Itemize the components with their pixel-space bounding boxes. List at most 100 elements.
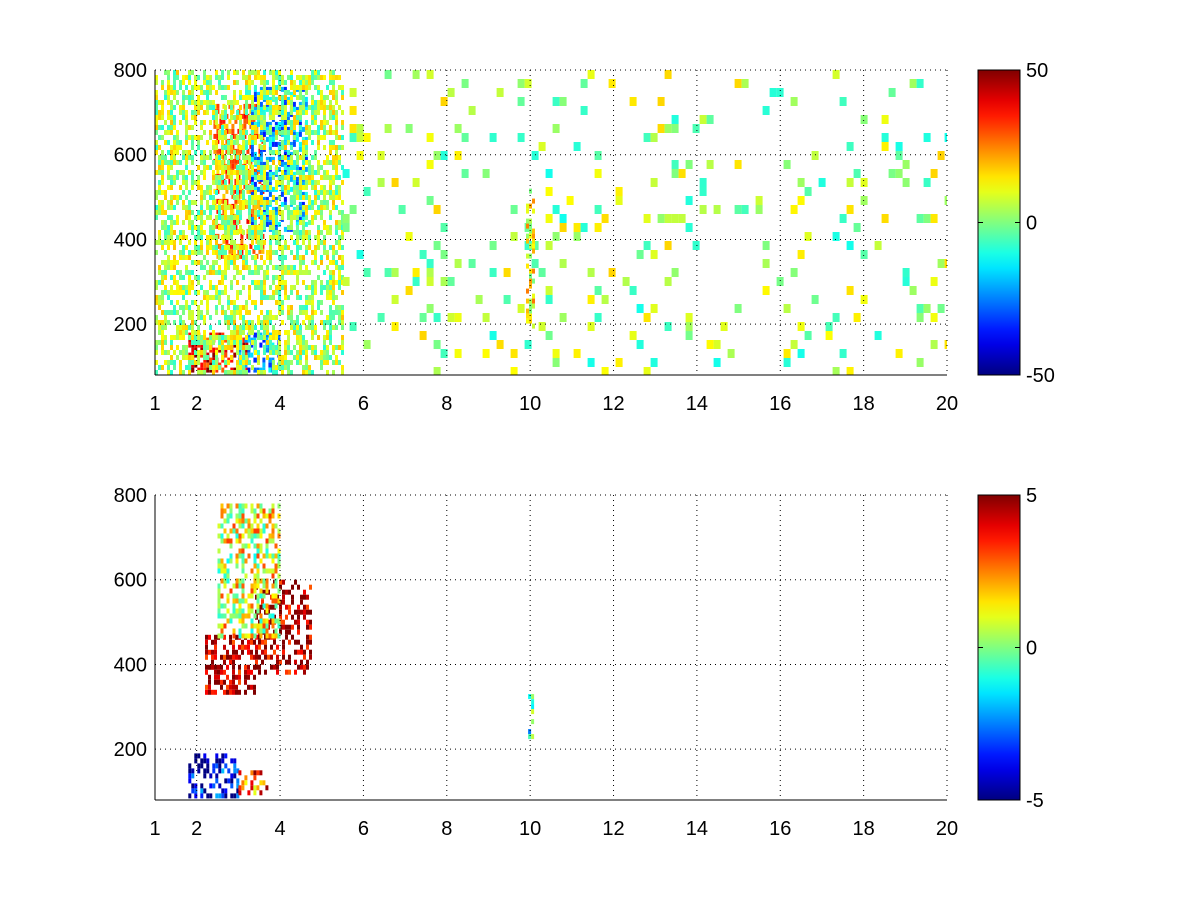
heatmap-cell bbox=[338, 255, 341, 260]
heatmap-cell bbox=[245, 265, 248, 270]
heatmap-cell bbox=[303, 604, 306, 610]
heatmap-cell bbox=[305, 130, 308, 135]
heatmap-cell bbox=[332, 285, 335, 290]
heatmap-cell bbox=[338, 275, 341, 280]
heatmap-cell bbox=[179, 105, 182, 110]
heatmap-cell bbox=[230, 235, 233, 240]
heatmap-cell bbox=[284, 355, 287, 360]
heatmap-cell bbox=[320, 205, 323, 210]
heatmap-cell bbox=[256, 770, 260, 776]
heatmap-cell bbox=[489, 331, 497, 340]
heatmap-cell bbox=[284, 290, 287, 295]
heatmap-cell bbox=[173, 310, 176, 315]
heatmap-cell bbox=[326, 370, 329, 375]
heatmap-cell bbox=[188, 325, 191, 330]
heatmap-cell bbox=[326, 350, 329, 355]
heatmap-cell bbox=[338, 155, 341, 160]
heatmap-cell bbox=[308, 270, 311, 275]
heatmap-cell bbox=[253, 156, 257, 162]
heatmap-cell bbox=[215, 215, 218, 220]
heatmap-cell bbox=[173, 95, 176, 100]
heatmap-cell bbox=[220, 679, 223, 685]
heatmap-cell bbox=[217, 563, 221, 569]
heatmap-cell bbox=[234, 198, 238, 204]
heatmap-cell bbox=[203, 165, 206, 170]
heatmap-cell bbox=[532, 228, 535, 234]
heatmap-cell bbox=[329, 215, 332, 220]
heatmap-cell bbox=[158, 145, 161, 150]
heatmap-cell bbox=[304, 156, 308, 162]
heatmap-cell bbox=[250, 785, 254, 791]
heatmap-cell bbox=[308, 105, 311, 110]
heatmap-cell bbox=[260, 300, 263, 305]
heatmap-cell bbox=[173, 230, 176, 235]
heatmap-cell bbox=[804, 331, 812, 340]
heatmap-cell bbox=[229, 689, 232, 695]
heatmap-cell bbox=[283, 196, 287, 202]
heatmap-cell bbox=[226, 649, 229, 655]
heatmap-cell bbox=[231, 123, 235, 129]
heatmap-cell bbox=[167, 230, 170, 235]
heatmap-cell bbox=[209, 90, 212, 95]
heatmap-cell bbox=[552, 232, 560, 241]
heatmap-cell bbox=[517, 133, 525, 142]
heatmap-cell bbox=[299, 265, 302, 270]
heatmap-cell bbox=[266, 310, 269, 315]
heatmap-cell bbox=[259, 588, 263, 594]
heatmap-cell bbox=[209, 150, 212, 155]
heatmap-cell bbox=[242, 200, 245, 205]
heatmap-cell bbox=[244, 689, 247, 695]
heatmap-cell bbox=[287, 160, 290, 165]
heatmap-cell bbox=[306, 659, 309, 665]
heatmap-cell bbox=[335, 165, 338, 170]
heatmap-cell bbox=[299, 335, 302, 340]
heatmap-cell bbox=[259, 558, 263, 564]
heatmap-cell bbox=[245, 335, 248, 340]
heatmap-cell bbox=[188, 225, 191, 230]
heatmap-cell bbox=[209, 265, 212, 270]
heatmap-cell bbox=[256, 785, 260, 791]
heatmap-cell bbox=[188, 285, 191, 290]
heatmap-cell bbox=[275, 215, 278, 220]
heatmap-cell bbox=[419, 331, 427, 340]
heatmap-cell bbox=[930, 277, 938, 286]
heatmap-cell bbox=[699, 187, 707, 196]
heatmap-cell bbox=[283, 226, 287, 232]
heatmap-cell bbox=[242, 95, 245, 100]
heatmap-cell bbox=[211, 659, 214, 665]
heatmap-cell bbox=[297, 614, 300, 620]
heatmap-cell bbox=[916, 214, 924, 223]
heatmap-cell bbox=[308, 175, 311, 180]
heatmap-cell bbox=[323, 125, 326, 130]
heatmap-cell bbox=[236, 793, 240, 799]
heatmap-cell bbox=[290, 310, 293, 315]
heatmap-cell bbox=[461, 169, 469, 178]
heatmap-cell bbox=[272, 345, 275, 350]
heatmap-cell bbox=[170, 175, 173, 180]
heatmap-cell bbox=[191, 280, 194, 285]
heatmap-cell bbox=[391, 322, 399, 331]
heatmap-cell bbox=[284, 125, 287, 130]
heatmap-cell bbox=[363, 268, 371, 277]
heatmap-cell bbox=[236, 335, 239, 340]
heatmap-cell bbox=[206, 95, 209, 100]
heatmap-cell bbox=[790, 205, 798, 214]
heatmap-cell bbox=[188, 315, 191, 320]
heatmap-cell bbox=[260, 170, 263, 175]
heatmap-cell bbox=[341, 340, 344, 345]
heatmap-cell bbox=[179, 285, 182, 290]
heatmap-cell bbox=[167, 255, 170, 260]
heatmap-cell bbox=[888, 88, 896, 97]
heatmap-cell bbox=[254, 75, 257, 80]
heatmap-cell bbox=[293, 355, 296, 360]
heatmap-cell bbox=[282, 639, 285, 645]
heatmap-cell bbox=[342, 169, 350, 178]
heatmap-cell bbox=[218, 75, 221, 80]
heatmap-cell bbox=[308, 315, 311, 320]
heatmap-cell bbox=[170, 335, 173, 340]
heatmap-cell bbox=[278, 280, 281, 285]
heatmap-cell bbox=[275, 290, 278, 295]
heatmap-cell bbox=[209, 185, 212, 190]
heatmap-cell bbox=[158, 185, 161, 190]
